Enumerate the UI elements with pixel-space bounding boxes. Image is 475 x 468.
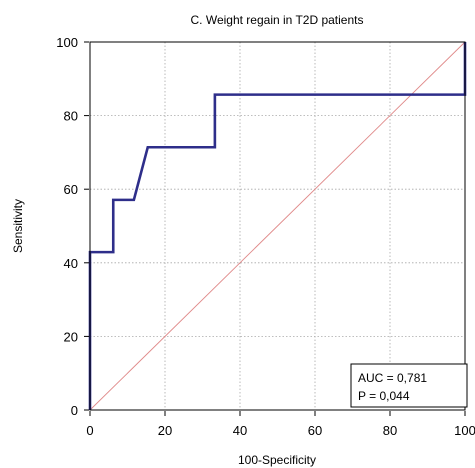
- plot-frame: [89, 41, 466, 411]
- x-axis-title: 100-Specificity: [238, 453, 316, 467]
- y-tick-label: 40: [64, 256, 78, 271]
- x-tick-label: 80: [383, 423, 397, 438]
- y-axis-title: Sensitivity: [11, 199, 25, 253]
- x-tick-label: 100: [454, 423, 475, 438]
- p-value: P = 0,044: [358, 389, 410, 403]
- reference-diagonal: [89, 41, 466, 411]
- y-tick-label: 100: [56, 35, 78, 50]
- chart-title: C. Weight regain in T2D patients: [191, 13, 364, 27]
- y-tick-label: 80: [64, 109, 78, 124]
- y-tick-label: 20: [64, 329, 78, 344]
- y-tick-label: 0: [71, 403, 78, 418]
- x-tick-label: 20: [158, 423, 172, 438]
- auc-value: AUC = 0,781: [358, 371, 427, 385]
- auc-annotation-box: AUC = 0,781 P = 0,044: [350, 363, 468, 408]
- x-tick-label: 0: [86, 423, 93, 438]
- y-axis: 0 20 40 60 80 100: [56, 35, 89, 418]
- grid: [90, 42, 465, 410]
- x-axis: 0 20 40 60 80 100: [86, 411, 475, 438]
- x-tick-label: 40: [233, 423, 247, 438]
- roc-curve: [88, 42, 467, 410]
- x-tick-label: 60: [308, 423, 322, 438]
- y-tick-label: 60: [64, 182, 78, 197]
